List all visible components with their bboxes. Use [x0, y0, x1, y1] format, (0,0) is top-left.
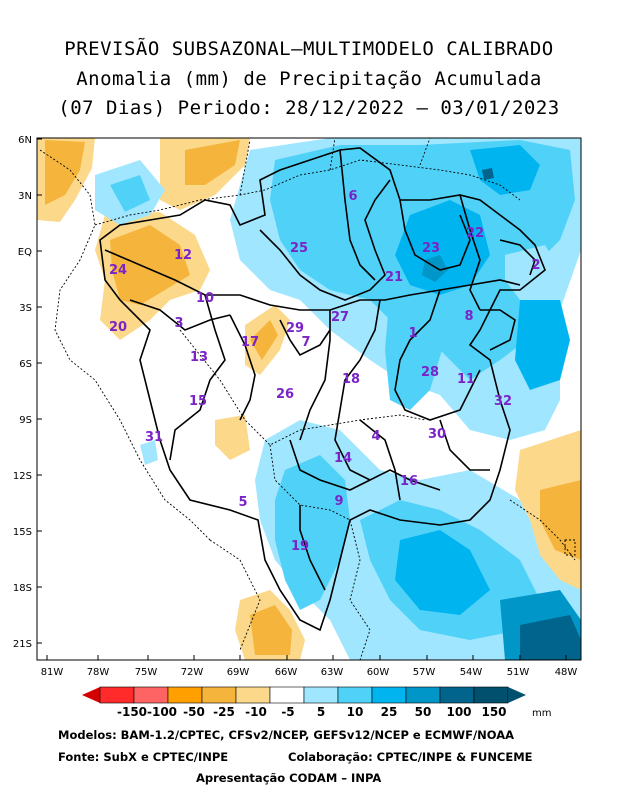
title-line-3: (07 Dias) Periodo: 28/12/2022 – 03/01/20…	[58, 97, 560, 119]
colorbar-label: -5	[281, 705, 294, 719]
region-label: 13	[190, 350, 208, 365]
region-label: 20	[109, 320, 127, 335]
colorbar-right-arrow	[508, 687, 526, 703]
region-label: 24	[109, 263, 127, 278]
lat-label: 3S	[19, 303, 32, 314]
colorbar-swatch	[201, 686, 237, 704]
lat-label: 6N	[18, 135, 32, 146]
lon-label: 51W	[507, 667, 530, 678]
colorbar-swatch	[405, 686, 441, 704]
region-label: 19	[291, 539, 309, 554]
region-label: 9	[334, 494, 343, 509]
region-label: 30	[428, 427, 446, 442]
colorbar-swatch	[133, 686, 169, 704]
region-label: 18	[342, 372, 360, 387]
colorbar-label: -25	[213, 705, 235, 719]
colorbar-label: 50	[415, 705, 432, 719]
title-line-2: Anomalia (mm) de Precipitação Acumulada	[76, 68, 542, 90]
footer-source: Fonte: SubX e CPTEC/INPE	[58, 750, 229, 764]
lon-label: 78W	[87, 667, 110, 678]
lat-label: 15S	[13, 527, 32, 538]
region-label: 25	[290, 241, 308, 256]
colorbar-swatch	[269, 686, 305, 704]
lon-labels: 81W 78W 75W 72W 69W 66W 63W 60W 57W 54W …	[41, 667, 578, 678]
region-label: 22	[466, 226, 484, 241]
lat-label: 18S	[13, 583, 32, 594]
colorbar-swatch	[473, 686, 509, 704]
country-borders	[39, 138, 576, 660]
region-label: 15	[189, 394, 207, 409]
colorbar-swatch	[167, 686, 203, 704]
lat-label: 12S	[13, 471, 32, 482]
lon-label: 57W	[413, 667, 436, 678]
region-label: 29	[286, 321, 304, 336]
colorbar-label: 10	[347, 705, 364, 719]
region-label: 23	[422, 241, 440, 256]
region-label: 2	[531, 258, 540, 273]
lon-label: 69W	[227, 667, 250, 678]
colorbar-left-arrow	[82, 687, 100, 703]
colorbar-swatch	[303, 686, 339, 704]
region-label: 3	[174, 316, 183, 331]
colorbar-label: -150	[117, 705, 147, 719]
region-label: 6	[348, 189, 357, 204]
region-label: 11	[457, 372, 475, 387]
colorbar-label: 5	[317, 705, 325, 719]
colorbar-swatch	[99, 686, 135, 704]
lon-label: 75W	[135, 667, 158, 678]
region-labels: 1 2 3 4 5 6 7 8 9 10 11 12 13 14 15 16 1…	[109, 189, 541, 554]
colorbar-swatch	[371, 686, 407, 704]
region-label: 1	[408, 326, 417, 341]
colorbar-label: 25	[381, 705, 398, 719]
basin-outlines	[99, 147, 546, 632]
lon-label: 48W	[555, 667, 578, 678]
lat-labels: 6N 3N EQ 3S 6S 9S 12S 15S 18S 21S	[13, 135, 32, 650]
region-label: 7	[301, 335, 310, 350]
lat-label: EQ	[18, 247, 32, 258]
footer-presentation: Apresentação CODAM – INPA	[196, 771, 382, 785]
map-frame	[36, 137, 582, 661]
colorbar: -150 -100 -50 -25 -10 -5 5 10 25 50 100 …	[82, 686, 551, 719]
lon-label: 81W	[41, 667, 64, 678]
lat-label: 6S	[19, 359, 32, 370]
lat-label: 3N	[18, 191, 32, 202]
footer-collaboration: Colaboração: CPTEC/INPE & FUNCEME	[288, 750, 533, 764]
footer-models: Modelos: BAM-1.2/CPTEC, CFSv2/NCEP, GEFS…	[58, 728, 515, 742]
colorbar-label: 150	[481, 705, 506, 719]
region-label: 26	[276, 387, 294, 402]
anomaly-fill	[37, 138, 581, 660]
region-label: 8	[464, 309, 473, 324]
lon-label: 60W	[367, 667, 390, 678]
colorbar-label: -10	[245, 705, 267, 719]
colorbar-unit: mm	[532, 708, 551, 719]
colorbar-label: 100	[446, 705, 471, 719]
lat-label: 9S	[19, 415, 32, 426]
lat-label: 21S	[13, 639, 32, 650]
lon-label: 63W	[321, 667, 344, 678]
region-label: 12	[174, 248, 192, 263]
lon-label: 66W	[275, 667, 298, 678]
region-label: 31	[145, 430, 163, 445]
region-label: 32	[494, 394, 512, 409]
region-label: 21	[385, 270, 403, 285]
lon-ticks	[46, 655, 567, 660]
region-label: 5	[238, 495, 247, 510]
region-label: 10	[196, 291, 214, 306]
colorbar-swatch	[235, 686, 271, 704]
region-label: 16	[400, 474, 418, 489]
lon-label: 54W	[460, 667, 483, 678]
colorbar-swatch	[439, 686, 475, 704]
colorbar-swatch	[337, 686, 373, 704]
colorbar-label: -100	[147, 705, 177, 719]
region-label: 27	[331, 310, 349, 325]
colorbar-label: -50	[183, 705, 205, 719]
lon-label: 72W	[181, 667, 204, 678]
title-line-1: PREVISÃO SUBSAZONAL–MULTIMODELO CALIBRAD…	[64, 38, 554, 60]
region-label: 14	[334, 451, 352, 466]
lat-ticks	[37, 138, 42, 644]
region-label: 17	[241, 335, 259, 350]
region-label: 4	[371, 429, 380, 444]
region-label: 28	[421, 365, 439, 380]
